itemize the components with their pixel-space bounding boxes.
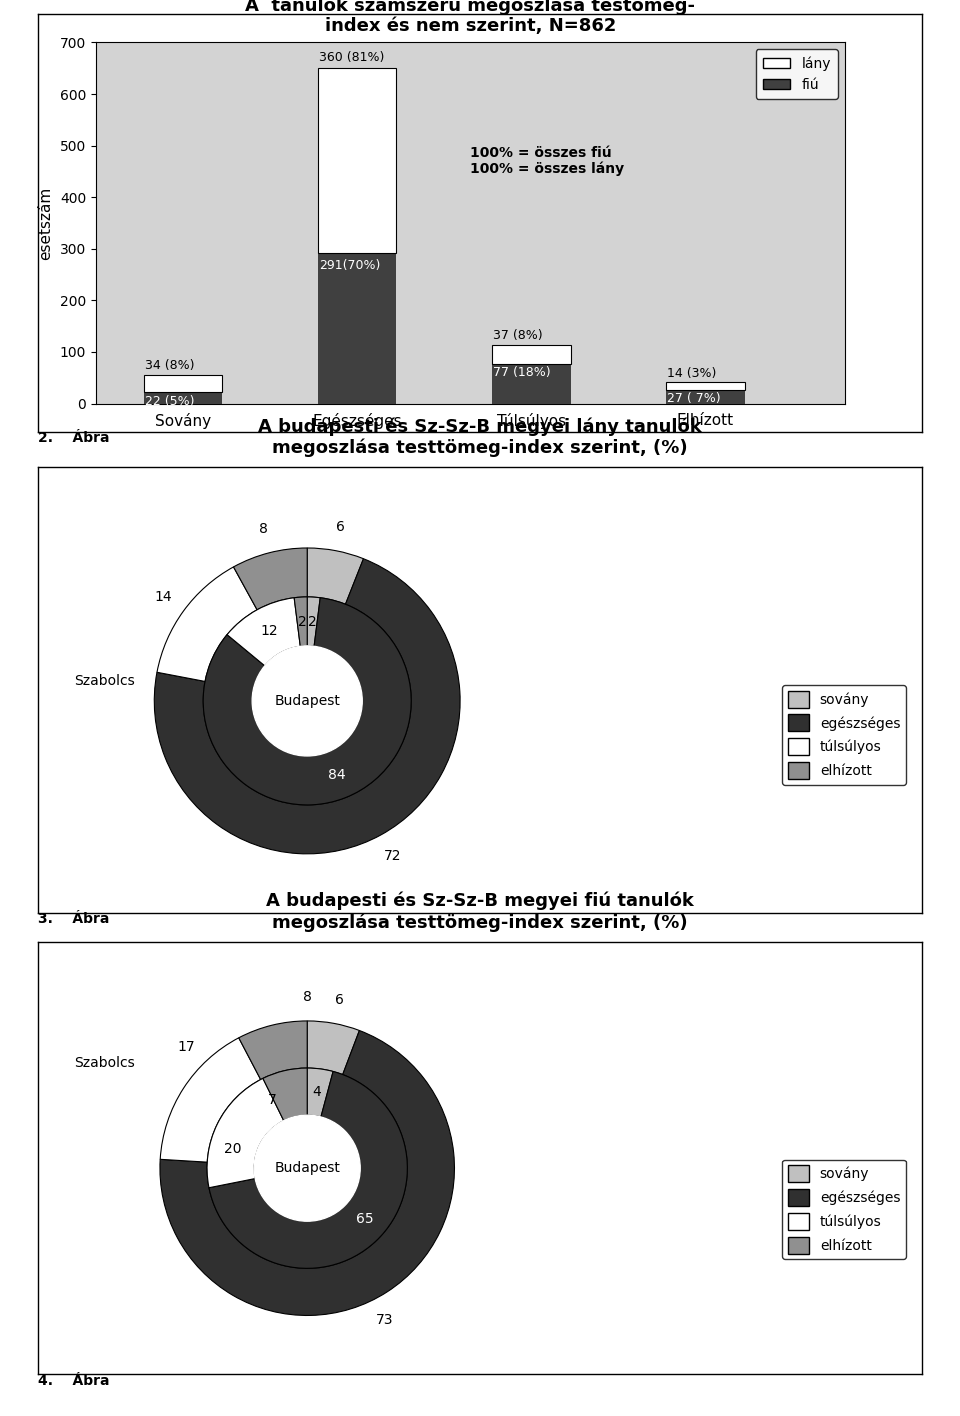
Text: 73: 73	[376, 1314, 394, 1327]
Wedge shape	[239, 1021, 307, 1079]
Title: A  tanulók számszerű megoszlása testömeg-
index és nem szerint, N=862: A tanulók számszerű megoszlása testömeg-…	[246, 0, 695, 35]
Text: Budapest: Budapest	[275, 1161, 340, 1175]
Bar	[666, 382, 745, 389]
Bar	[492, 364, 570, 404]
Text: 20: 20	[225, 1143, 242, 1155]
Wedge shape	[228, 598, 300, 666]
Bar	[144, 375, 223, 392]
Wedge shape	[157, 566, 257, 681]
Wedge shape	[307, 1021, 359, 1075]
Text: 6: 6	[335, 994, 344, 1007]
Text: 100% = összes fiú
100% = összes lány: 100% = összes fiú 100% = összes lány	[470, 146, 625, 177]
Wedge shape	[263, 1068, 307, 1120]
Text: 14 (3%): 14 (3%)	[667, 367, 716, 379]
Text: 2.    Ábra: 2. Ábra	[38, 430, 109, 445]
Text: Szabolcs: Szabolcs	[74, 674, 134, 688]
Text: 3.    Ábra: 3. Ábra	[38, 912, 109, 926]
Wedge shape	[207, 1079, 284, 1188]
Wedge shape	[307, 598, 321, 646]
Text: 65: 65	[356, 1212, 373, 1226]
Text: 77 (18%): 77 (18%)	[493, 367, 551, 379]
Text: 22 (5%): 22 (5%)	[145, 395, 194, 408]
Wedge shape	[307, 1068, 333, 1117]
Wedge shape	[160, 1038, 261, 1163]
Text: 72: 72	[384, 850, 401, 864]
Text: 34 (8%): 34 (8%)	[145, 360, 194, 372]
Circle shape	[254, 1116, 360, 1221]
Text: 8: 8	[302, 990, 312, 1004]
Text: 6: 6	[336, 520, 345, 534]
Text: Szabolcs: Szabolcs	[74, 1055, 134, 1069]
Text: 17: 17	[178, 1041, 195, 1055]
Bar	[144, 392, 223, 404]
Text: 4: 4	[312, 1085, 322, 1099]
Text: Budapest: Budapest	[275, 694, 340, 708]
Wedge shape	[209, 1072, 407, 1269]
Text: 84: 84	[327, 767, 346, 782]
Wedge shape	[294, 598, 307, 646]
Text: 291(70%): 291(70%)	[319, 259, 380, 272]
Bar	[318, 253, 396, 404]
Text: 8: 8	[258, 523, 268, 537]
Bar	[318, 68, 396, 253]
Text: 360 (81%): 360 (81%)	[319, 51, 384, 64]
Legend: sovány, egészséges, túlsúlyos, elhízott: sovány, egészséges, túlsúlyos, elhízott	[782, 1160, 906, 1259]
Text: 37 (8%): 37 (8%)	[493, 329, 542, 343]
Legend: lány, fiú: lány, fiú	[756, 50, 838, 99]
Text: 4.    Ábra: 4. Ábra	[38, 1374, 109, 1388]
Wedge shape	[307, 548, 364, 605]
Wedge shape	[160, 1031, 454, 1315]
Bar	[666, 389, 745, 404]
Text: 27 ( 7%): 27 ( 7%)	[667, 392, 721, 405]
Y-axis label: esetszám: esetszám	[38, 187, 53, 259]
Legend: sovány, egészséges, túlsúlyos, elhízott: sovány, egészséges, túlsúlyos, elhízott	[782, 685, 906, 784]
Circle shape	[252, 646, 362, 756]
Wedge shape	[233, 548, 307, 610]
Text: 12: 12	[260, 624, 277, 639]
Wedge shape	[155, 559, 460, 854]
Bar	[492, 344, 570, 364]
Title: A budapesti és Sz-Sz-B megyei lány tanulók
megoszlása testtömeg-index szerint, (: A budapesti és Sz-Sz-B megyei lány tanul…	[258, 418, 702, 457]
Text: 7: 7	[268, 1093, 276, 1107]
Text: 14: 14	[155, 589, 173, 603]
Title: A budapesti és Sz-Sz-B megyei fiú tanulók
megoszlása testtömeg-index szerint, (%: A budapesti és Sz-Sz-B megyei fiú tanuló…	[266, 892, 694, 932]
Text: 2: 2	[298, 615, 306, 629]
Wedge shape	[204, 598, 411, 804]
Text: 2: 2	[308, 615, 317, 629]
